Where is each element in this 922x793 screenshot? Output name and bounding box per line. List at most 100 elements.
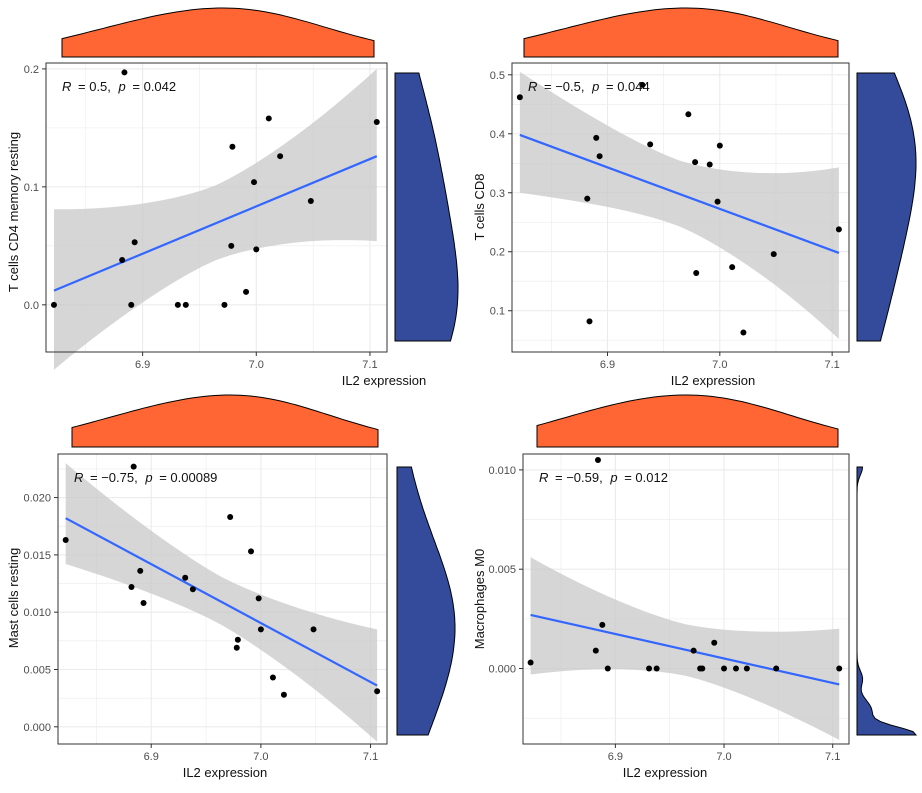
panel-macrophages-m0: 6.9 7.0 7.1 0.000 0.005 0.010 R = −0.59, p = …	[472, 394, 918, 780]
data-point	[310, 626, 317, 633]
y-tick-label: 0.0	[24, 300, 39, 312]
data-point	[119, 256, 126, 263]
confidence-band	[519, 71, 839, 340]
p-value: = 0.042	[132, 79, 176, 94]
x-tick-label: 7.1	[825, 359, 840, 371]
correlation-annotation: R = −0.5, p = 0.044	[528, 79, 650, 94]
data-point	[721, 665, 728, 672]
data-point	[593, 134, 600, 141]
p-label: p	[144, 470, 152, 485]
regression-line	[53, 155, 378, 292]
data-point	[140, 600, 147, 607]
data-point	[277, 153, 284, 160]
regression-line	[519, 133, 840, 254]
p-label: p	[591, 79, 599, 94]
data-point	[732, 665, 739, 672]
regression-line	[530, 613, 840, 686]
data-points	[527, 456, 843, 672]
y-density-curve	[394, 72, 459, 342]
data-point	[692, 159, 699, 166]
data-point	[128, 301, 135, 308]
data-point	[596, 153, 603, 160]
data-point	[265, 115, 272, 122]
panel-cd8: 6.9 7.0 7.1 0.1 0.2 0.3 0.4 0.5 R = −0.5, p = 0…	[472, 7, 917, 388]
r-value: = −0.75,	[90, 470, 138, 485]
data-point	[234, 636, 241, 643]
r-value: = 0.5,	[78, 79, 111, 94]
data-point	[685, 111, 692, 118]
data-point	[711, 639, 718, 646]
y-tick-label: 0.5	[490, 70, 505, 82]
y-tick-label: 0.1	[490, 306, 505, 318]
data-point	[227, 514, 234, 521]
r-label: R	[74, 470, 83, 485]
p-value: = 0.00089	[159, 470, 217, 485]
data-point	[714, 198, 721, 205]
y-tick-label: 0.2	[490, 247, 505, 259]
data-point	[516, 94, 523, 101]
x-tick-label: 7.1	[825, 751, 840, 763]
data-point	[50, 301, 57, 308]
p-value: = 0.044	[606, 79, 650, 94]
panel-border	[522, 453, 850, 745]
r-label: R	[528, 79, 537, 94]
x-axis-label: IL2 expression	[342, 373, 427, 388]
data-point	[233, 644, 240, 651]
data-point	[690, 647, 697, 654]
r-label: R	[539, 470, 548, 485]
panel-cd4-memory-resting: 6.9 7.0 7.1 0.0 0.1 0.2 R = 0.5, p = 0.042 IL…	[6, 7, 459, 388]
panel-border	[511, 62, 850, 353]
data-point	[743, 665, 750, 672]
data-point	[604, 665, 611, 672]
y-tick-label: 0.010	[23, 607, 51, 619]
y-axis-label: Mast cells resting	[6, 548, 21, 648]
x-tick-label: 7.0	[716, 751, 731, 763]
y-axis-label: T cells CD8	[472, 174, 487, 241]
data-point	[706, 161, 713, 168]
data-point	[527, 659, 534, 666]
data-point	[229, 143, 236, 150]
correlation-annotation: R = −0.59, p = 0.012	[539, 470, 668, 485]
data-point	[729, 264, 736, 271]
y-density-curve	[856, 72, 917, 342]
data-point	[653, 665, 660, 672]
data-point	[770, 251, 777, 258]
y-tick-label: 0.005	[488, 564, 516, 576]
y-density-curve	[856, 466, 918, 736]
data-point	[374, 688, 381, 695]
data-point	[130, 463, 137, 470]
data-point	[228, 242, 235, 249]
axis-ticks: 6.9 7.0 7.1 0.000 0.005 0.010 0.015 0.020	[23, 493, 378, 763]
y-tick-label: 0.1	[24, 182, 39, 194]
y-tick-label: 0.4	[490, 129, 505, 141]
y-axis-label: T cells CD4 memory resting	[6, 132, 21, 292]
data-point	[307, 198, 314, 205]
data-point	[586, 318, 593, 325]
data-point	[255, 595, 262, 602]
data-point	[280, 691, 287, 698]
x-tick-label: 7.1	[362, 359, 377, 371]
data-point	[137, 567, 144, 574]
data-point	[269, 674, 276, 681]
data-point	[693, 269, 700, 276]
data-point	[836, 665, 843, 672]
y-tick-label: 0.000	[488, 664, 516, 676]
panel-border	[57, 453, 388, 745]
data-point	[128, 583, 135, 590]
data-point	[646, 665, 653, 672]
data-point	[248, 548, 255, 555]
y-tick-label: 0.010	[488, 465, 516, 477]
data-point	[182, 301, 189, 308]
x-tick-label: 7.0	[249, 359, 264, 371]
p-label: p	[118, 79, 126, 94]
y-tick-label: 0.000	[23, 722, 51, 734]
axis-ticks: 6.9 7.0 7.1 0.0 0.1 0.2	[24, 64, 378, 371]
data-point	[221, 301, 228, 308]
x-tick-label: 6.9	[135, 359, 150, 371]
regression-line	[65, 517, 378, 687]
data-point	[639, 81, 646, 88]
data-point	[592, 647, 599, 654]
data-point	[716, 142, 723, 149]
y-tick-label: 0.005	[23, 664, 51, 676]
